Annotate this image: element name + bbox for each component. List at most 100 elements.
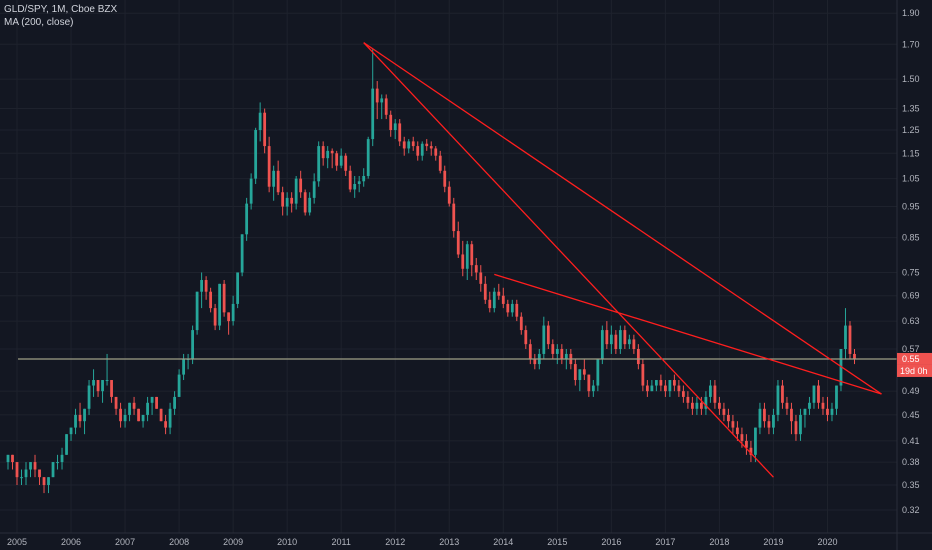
candle-body xyxy=(758,408,762,428)
candle-body xyxy=(447,186,451,204)
candle-body xyxy=(483,283,487,300)
candle-body xyxy=(727,414,730,422)
price-labels: 0.55 19d 0h xyxy=(897,352,932,377)
candle-body xyxy=(704,396,708,409)
x-tick-label: 2008 xyxy=(169,537,189,547)
candle-body xyxy=(645,385,649,392)
y-tick-label: 1.15 xyxy=(902,148,920,158)
candle-body xyxy=(686,396,690,403)
candle-body xyxy=(434,148,438,156)
candle-body xyxy=(263,112,267,147)
candle-body xyxy=(497,291,501,296)
candle-body xyxy=(128,402,131,415)
candle-body xyxy=(155,396,158,409)
candle-body xyxy=(641,364,645,386)
candle-body xyxy=(772,414,775,428)
candle-body xyxy=(681,391,685,397)
candle-body xyxy=(745,440,748,448)
y-tick-label: 0.49 xyxy=(902,386,920,396)
candle-body xyxy=(182,358,185,375)
candle-body xyxy=(416,146,420,156)
candle-body xyxy=(690,402,694,409)
candle-body xyxy=(366,139,370,176)
candle-body xyxy=(411,141,415,147)
candle-body xyxy=(835,385,838,409)
candle-body xyxy=(627,339,631,345)
price-axis[interactable]: 1.90 1.70 1.50 1.35 1.25 1.15 1.05 0.95 0.85 0.75… xyxy=(896,0,920,550)
candle-body xyxy=(830,408,834,415)
candle-body xyxy=(357,181,361,184)
candle-body xyxy=(785,402,789,409)
candle-body xyxy=(853,353,856,359)
candle-body xyxy=(240,234,244,273)
candle-body xyxy=(812,385,816,403)
candle-body xyxy=(105,380,109,382)
candle-body xyxy=(56,462,59,464)
drawings-layer xyxy=(18,42,897,478)
candle-body xyxy=(380,98,384,103)
y-tick-label: 0.41 xyxy=(902,436,920,446)
candle-body xyxy=(204,280,208,292)
candle-body xyxy=(623,330,627,345)
candle-body xyxy=(159,408,163,422)
candle-body xyxy=(420,143,424,156)
y-tick-label: 0.45 xyxy=(902,410,920,420)
candle-body xyxy=(195,291,199,331)
trendline xyxy=(363,42,774,478)
y-tick-label: 0.35 xyxy=(902,480,920,490)
candle-body xyxy=(177,374,181,397)
candle-body xyxy=(110,380,113,397)
x-tick-label: 2007 xyxy=(115,537,135,547)
candle-body xyxy=(308,197,312,213)
x-tick-label: 2011 xyxy=(332,537,351,547)
candle-body xyxy=(168,408,172,428)
candle-body xyxy=(808,402,811,409)
last-price-badge xyxy=(897,352,932,365)
candle-body xyxy=(672,380,676,386)
y-tick-label: 1.70 xyxy=(902,39,920,49)
candle-body xyxy=(560,349,564,359)
candle-body xyxy=(677,385,681,392)
candle-body xyxy=(803,408,807,415)
candle-body xyxy=(164,421,167,428)
candle-body xyxy=(632,339,636,350)
candle-body xyxy=(281,192,285,207)
time-axis[interactable]: 2005 2006 2007 2008 2009 2010 2011 2012 2013 2014… xyxy=(0,532,932,547)
candle-body xyxy=(87,385,91,409)
candle-body xyxy=(348,170,352,190)
candle-body xyxy=(650,385,654,392)
candle-body xyxy=(425,143,429,147)
candle-body xyxy=(799,414,802,435)
candle-body xyxy=(362,175,366,182)
candle-body xyxy=(790,408,793,422)
study-legend[interactable]: MA (200, close) xyxy=(4,17,74,28)
candle-body xyxy=(137,408,140,422)
x-tick-label: 2009 xyxy=(223,537,243,547)
candle-body xyxy=(587,374,591,392)
candle-body xyxy=(555,349,559,354)
candle-body xyxy=(20,477,23,479)
candle-body xyxy=(654,380,658,386)
candle-body xyxy=(96,380,100,392)
candle-body xyxy=(492,291,496,309)
candle-body xyxy=(578,369,582,381)
candle-body xyxy=(817,385,820,403)
candle-body xyxy=(700,402,703,409)
candle-body xyxy=(844,325,847,350)
candle-body xyxy=(209,291,213,309)
candle-body xyxy=(119,408,122,422)
candle-body xyxy=(731,421,735,428)
candle-body xyxy=(609,334,613,345)
candle-body xyxy=(470,244,474,266)
countdown-badge xyxy=(897,364,932,377)
candle-body xyxy=(794,421,798,435)
y-tick-label: 0.32 xyxy=(902,505,920,515)
symbol-title[interactable]: GLD/SPY, 1M, Cboe BZX xyxy=(4,4,118,15)
y-tick-label: 0.69 xyxy=(902,291,920,301)
candle-body xyxy=(776,385,780,415)
candle-body xyxy=(456,231,460,255)
candle-body xyxy=(501,295,505,304)
candle-body xyxy=(591,385,595,392)
y-tick-label: 0.95 xyxy=(902,202,920,212)
